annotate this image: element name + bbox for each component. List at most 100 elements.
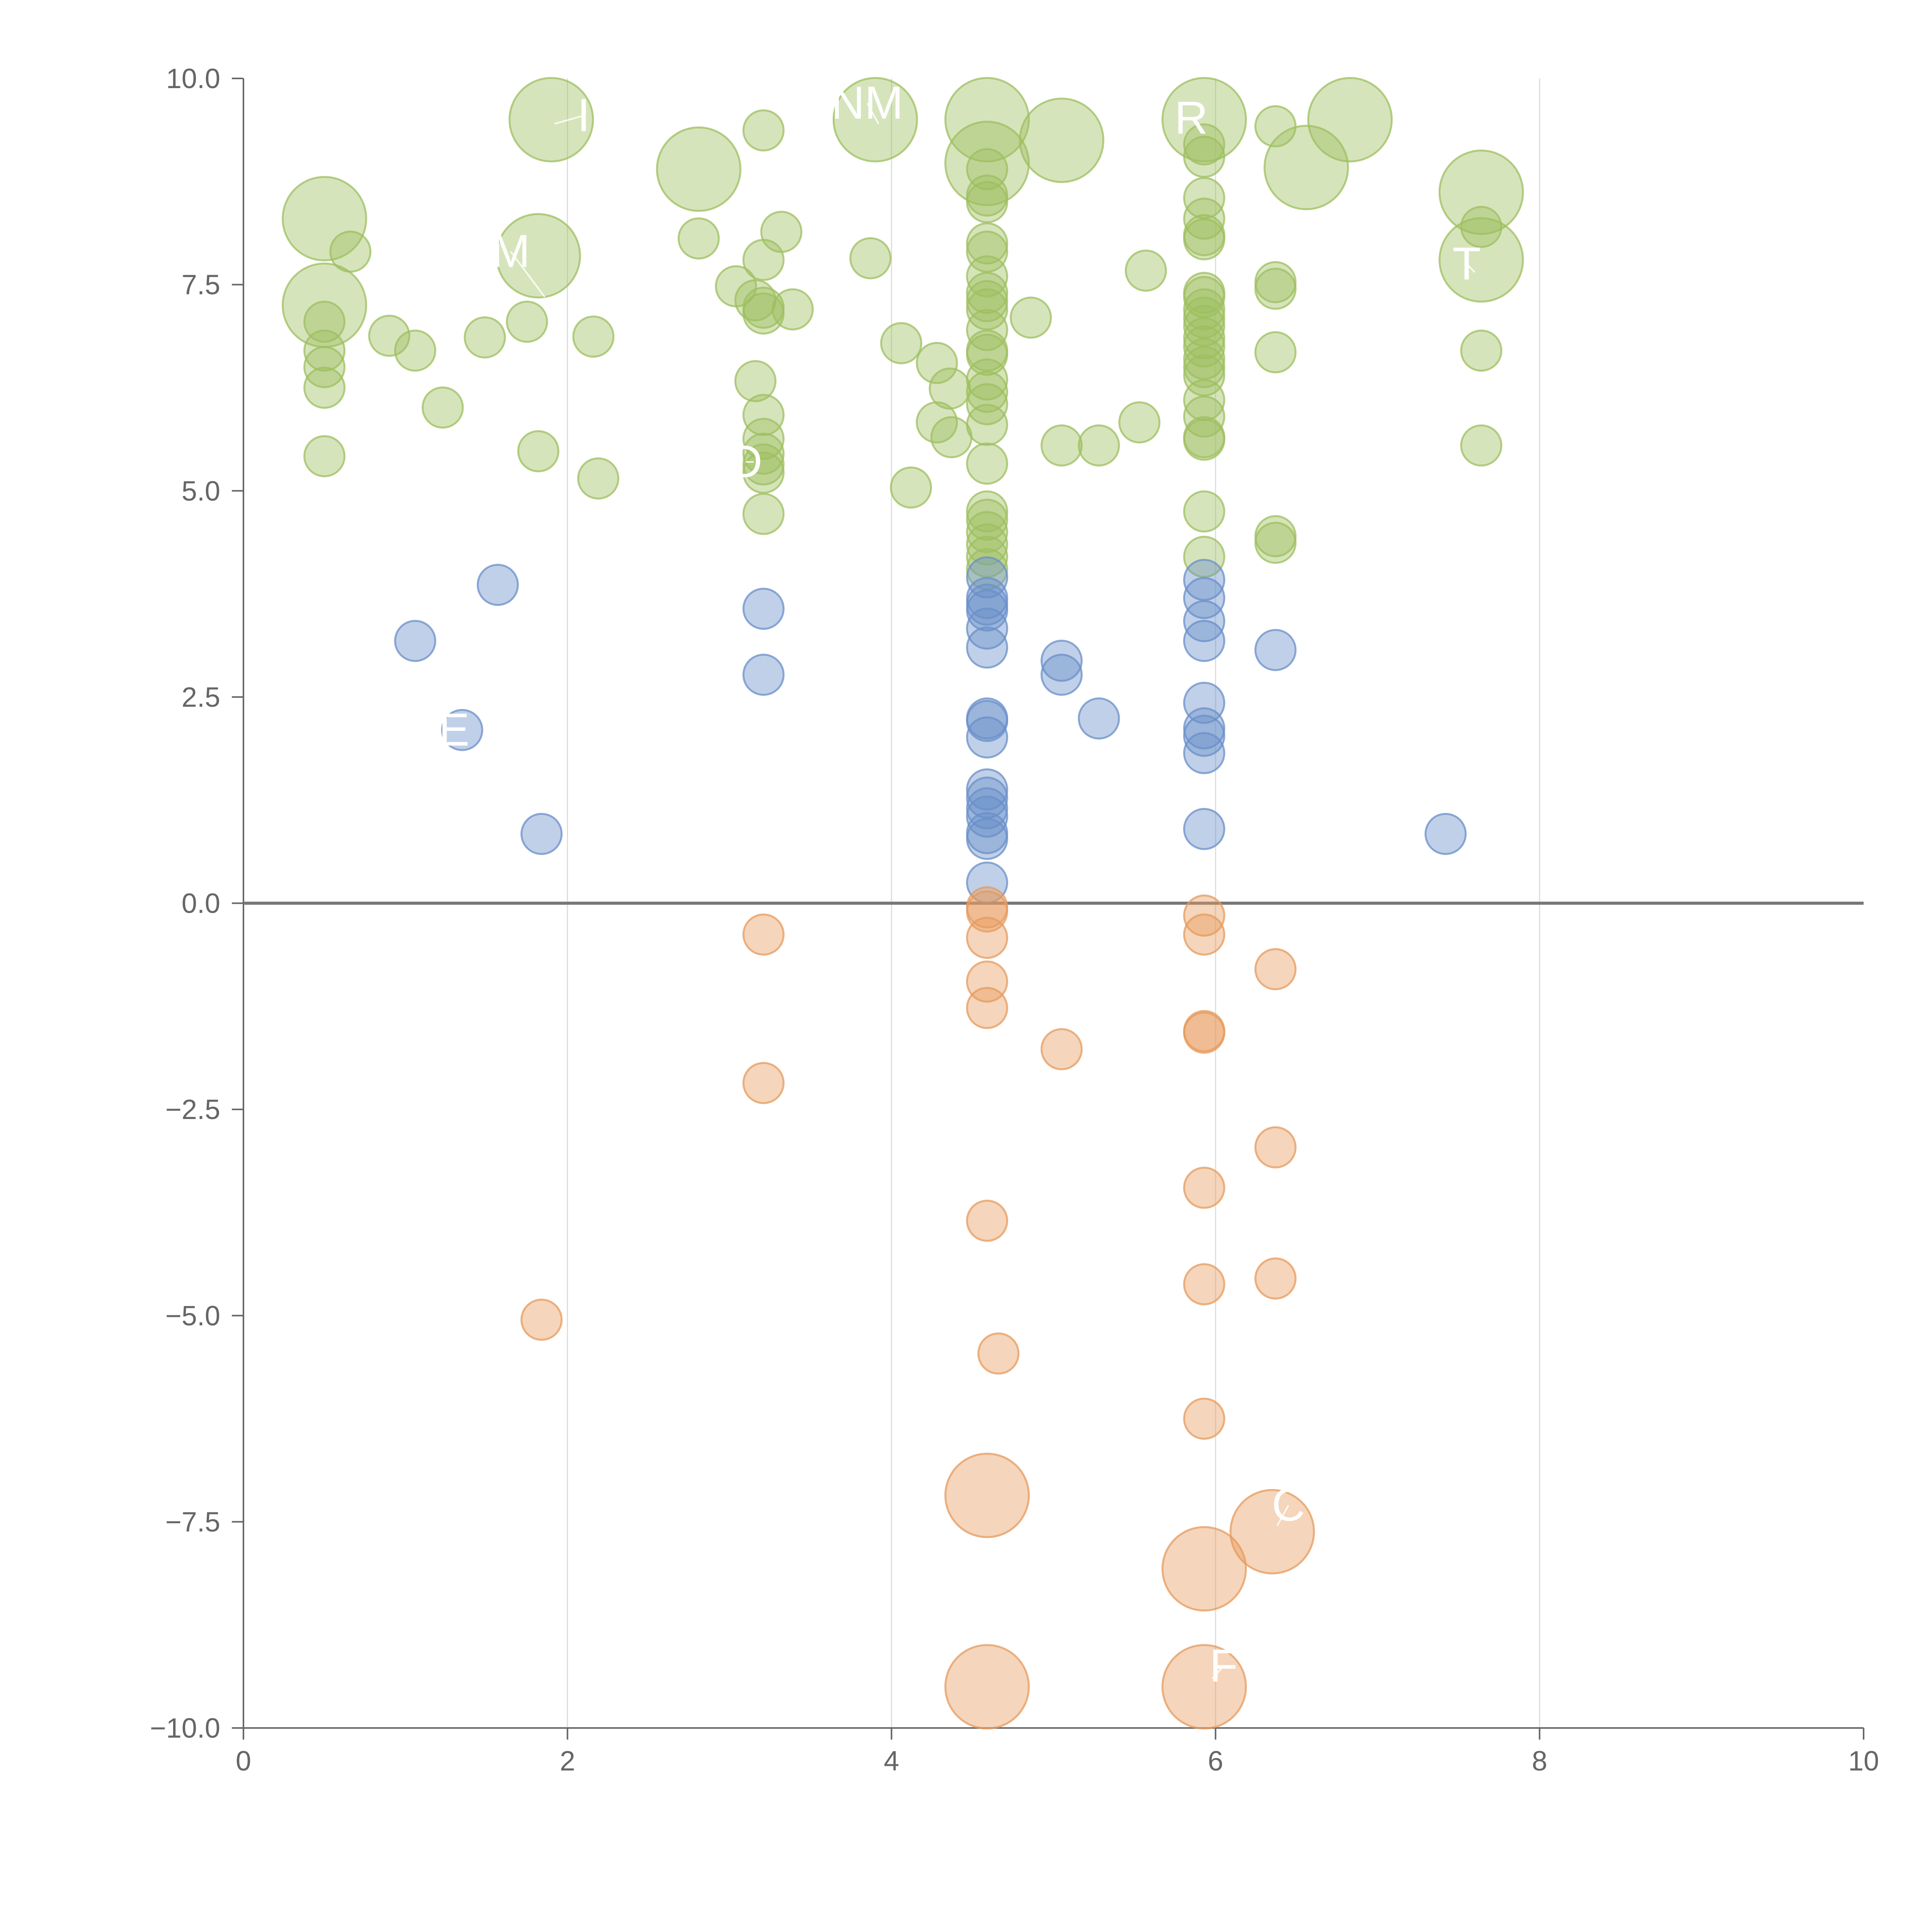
green-point	[966, 403, 1009, 446]
y-tick-label: −2.5	[165, 1094, 220, 1125]
green-point	[1460, 329, 1502, 372]
green-point	[1438, 150, 1524, 235]
green-point	[1254, 522, 1297, 564]
green-point	[966, 442, 1009, 485]
green-point	[1183, 418, 1225, 461]
orange-point	[1254, 1257, 1297, 1300]
orange-point	[1230, 1489, 1315, 1575]
blue-point	[966, 626, 1009, 669]
green-point	[1183, 218, 1225, 260]
blue-point	[966, 607, 1009, 650]
green-point	[966, 230, 1009, 273]
x-tick-label: 4	[884, 1746, 899, 1777]
green-point	[1183, 536, 1225, 578]
green-point	[1460, 206, 1502, 248]
blue-point	[966, 861, 1009, 904]
blue-point	[742, 587, 785, 630]
green-point	[1307, 77, 1393, 163]
x-tick-label: 0	[236, 1746, 251, 1777]
label-leader-line	[510, 251, 546, 298]
point-label: D	[729, 436, 762, 488]
green-point	[677, 217, 720, 260]
x-tick-label: 2	[560, 1746, 575, 1777]
green-point	[303, 435, 346, 478]
green-point	[329, 230, 372, 273]
blue-point	[966, 795, 1009, 838]
orange-point	[520, 1298, 563, 1341]
green-point	[916, 342, 958, 384]
green-point	[1183, 123, 1225, 166]
green-point	[303, 366, 346, 409]
green-point	[966, 358, 1009, 401]
green-point	[966, 181, 1009, 223]
orange-point	[944, 1644, 1030, 1730]
blue-point	[1183, 732, 1225, 774]
blue-point	[476, 564, 519, 606]
point-label: R	[1175, 92, 1208, 143]
blue-point	[1078, 697, 1120, 740]
label-leader-line	[866, 103, 879, 124]
orange-point	[944, 1452, 1030, 1538]
orange-point	[1161, 1644, 1247, 1730]
point-label: M	[492, 225, 530, 277]
green-point	[1183, 136, 1225, 178]
blue-point	[966, 589, 1009, 632]
green-point	[944, 121, 1030, 206]
green-point	[742, 432, 785, 475]
orange-point	[1161, 1526, 1247, 1612]
green-point	[742, 394, 785, 436]
green-point	[1078, 424, 1120, 467]
green-point	[760, 211, 803, 253]
orange-point	[1254, 1126, 1297, 1168]
green-point	[509, 77, 594, 163]
green-point	[966, 371, 1009, 413]
x-tick-label: 10	[1848, 1746, 1879, 1777]
blue-point	[1040, 653, 1083, 696]
y-tick-label: 5.0	[182, 476, 220, 507]
green-point	[832, 77, 918, 163]
y-tick-label: −10.0	[150, 1713, 220, 1744]
blue-point	[1424, 813, 1467, 855]
green-point	[656, 126, 742, 212]
green-point	[734, 360, 777, 402]
green-point	[1254, 331, 1297, 374]
label-leader-line	[1466, 263, 1476, 273]
blue-point	[966, 716, 1009, 759]
label-leader-line	[1276, 1505, 1289, 1527]
x-tick-label: 8	[1532, 1746, 1547, 1777]
label-leader-line	[1211, 1665, 1225, 1679]
orange-point	[966, 917, 1009, 959]
orange-point	[1183, 895, 1225, 937]
green-point	[966, 333, 1009, 376]
orange-point	[1040, 1028, 1083, 1070]
green-point	[966, 255, 1009, 298]
blue-point	[1183, 808, 1225, 850]
point-labels: M I NM R T D E C F	[439, 77, 1481, 1692]
data-points	[282, 77, 1524, 1730]
green-point	[1183, 354, 1225, 396]
green-point	[890, 466, 932, 509]
orange-point	[977, 1332, 1020, 1375]
blue-point	[966, 776, 1009, 819]
green-point	[572, 315, 615, 358]
blue-point	[966, 700, 1009, 742]
green-point	[930, 416, 973, 459]
x-tick-label: 6	[1208, 1746, 1223, 1777]
green-point	[303, 329, 346, 372]
y-tick-label: −5.0	[165, 1301, 220, 1332]
orange-point	[742, 913, 785, 956]
orange-point	[1183, 1398, 1225, 1440]
blue-point	[394, 620, 436, 662]
green-point	[966, 523, 1009, 566]
blue-point	[1183, 559, 1225, 601]
green-point	[1118, 401, 1161, 444]
orange-point	[742, 1062, 785, 1104]
label-leader-line	[1190, 117, 1203, 133]
green-point	[1254, 267, 1297, 310]
blue-point	[1254, 629, 1297, 671]
blue-point	[966, 818, 1009, 860]
point-label: F	[1209, 1640, 1238, 1692]
axes: 0 2 4 6 8 10 −10.0 −7.5 −5.0 −2.5 0.0 2.5 5.0 7.5 10.0	[150, 63, 1879, 1777]
green-point	[1010, 296, 1052, 339]
